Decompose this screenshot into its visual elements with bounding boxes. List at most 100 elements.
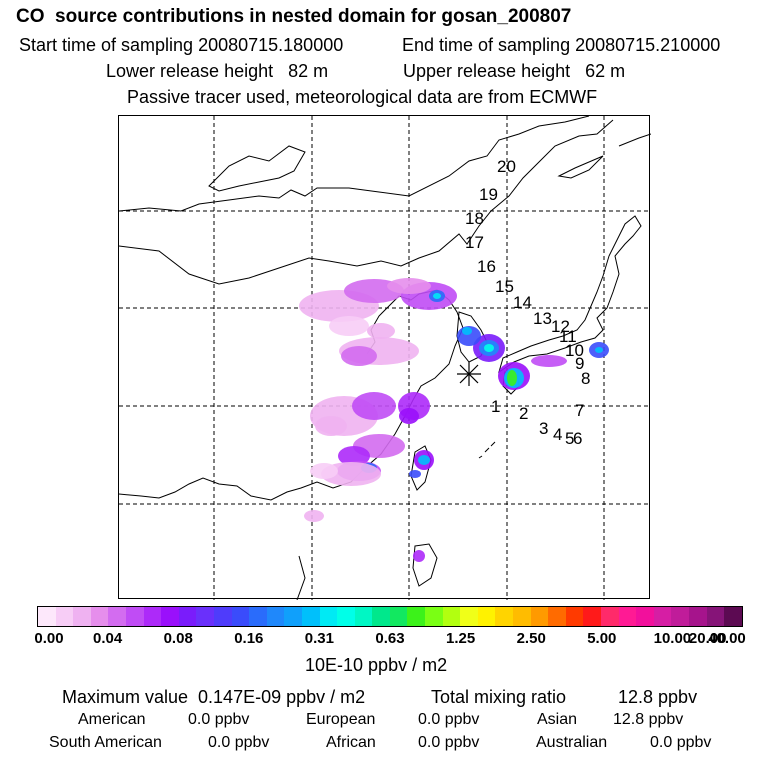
concentration-patch xyxy=(304,510,324,522)
trajectory-label: 14 xyxy=(513,293,532,312)
region-african-label: African xyxy=(326,734,376,751)
concentration-patch xyxy=(595,347,603,353)
region-asian-value: 12.8 ppbv xyxy=(613,711,684,728)
concentration-patch xyxy=(462,327,472,335)
colorbar-cell xyxy=(636,607,654,626)
trajectory-label: 2 xyxy=(519,404,528,423)
colorbar-tick-label: 0.31 xyxy=(304,630,334,647)
trajectory-label: 5 xyxy=(565,429,574,448)
concentration-patch xyxy=(329,316,369,336)
colorbar-cell xyxy=(90,607,109,626)
colorbar-cell xyxy=(724,607,742,626)
trajectory-label: 12 xyxy=(551,317,570,336)
colorbar-cell xyxy=(618,607,637,626)
colorbar-cell xyxy=(389,607,408,626)
colorbar-cell xyxy=(301,607,320,626)
region-african-value: 0.0 ppbv xyxy=(418,734,480,751)
trajectory-label: 6 xyxy=(573,429,582,448)
total-mixing-ratio-label: Total mixing ratio xyxy=(431,687,567,707)
colorbar-cell xyxy=(319,607,338,626)
maximum-value-label: Maximum value 0.147E-09 ppbv / m2 xyxy=(62,687,366,707)
trajectory-label: 7 xyxy=(575,401,584,420)
colorbar-cell xyxy=(266,607,285,626)
colorbar-cell xyxy=(108,607,126,626)
lower-release-label: Lower release height 82 m xyxy=(106,61,329,81)
colorbar-cell xyxy=(565,607,584,626)
trajectory-label: 4 xyxy=(553,425,562,444)
region-european-value: 0.0 ppbv xyxy=(418,711,480,728)
colorbar-cell xyxy=(284,607,302,626)
colorbar-cell xyxy=(495,607,514,626)
colorbar-cell xyxy=(706,607,725,626)
colorbar-cell xyxy=(161,607,179,626)
colorbar-cell xyxy=(653,607,672,626)
region-american-value: 0.0 ppbv xyxy=(188,711,250,728)
colorbar-cell xyxy=(477,607,496,626)
colorbar-cell xyxy=(530,607,549,626)
region-european-label: European xyxy=(306,711,376,728)
trajectory-label: 17 xyxy=(465,233,484,252)
colorbar-cell xyxy=(513,607,531,626)
concentration-patch xyxy=(352,392,396,420)
colorbar-tick-label: 0.08 xyxy=(163,630,193,647)
map-panel: 1 2 3 4 5 6 7 8 9 10 11 12 13 14 15 16 17 18 19 20 xyxy=(118,115,651,600)
region-australian-value: 0.0 ppbv xyxy=(650,734,712,751)
concentration-patch xyxy=(433,293,441,299)
colorbar-cell xyxy=(38,607,56,626)
colorbar-cell xyxy=(231,607,250,626)
colorbar-cell xyxy=(196,607,214,626)
concentration-patch xyxy=(367,323,395,339)
receptor-asterisk xyxy=(457,362,481,386)
colorbar-cell xyxy=(372,607,390,626)
trajectory-label: 13 xyxy=(533,309,552,328)
colorbar-cell xyxy=(460,607,478,626)
concentration-patch xyxy=(341,346,377,366)
chart-title: CO source contributions in nested domain… xyxy=(16,6,572,27)
colorbar-tick-label: 0.63 xyxy=(375,630,405,647)
upper-release-label: Upper release height 62 m xyxy=(403,61,626,81)
colorbar-cell xyxy=(143,607,162,626)
end-time-label: End time of sampling 20080715.210000 xyxy=(402,35,721,55)
colorbar-cell xyxy=(548,607,566,626)
concentration-patch xyxy=(507,370,517,386)
region-south-american-label: South American xyxy=(49,734,162,751)
colorbar-cell xyxy=(688,607,707,626)
concentration-patch xyxy=(387,278,431,294)
trajectory-label: 9 xyxy=(575,354,584,373)
concentration-patch xyxy=(413,550,425,562)
colorbar-tick-label: 5.00 xyxy=(587,630,617,647)
trajectory-label: 19 xyxy=(479,185,498,204)
colorbar-cell xyxy=(601,607,619,626)
trajectory-label: 3 xyxy=(539,419,548,438)
region-australian-label: Australian xyxy=(536,734,608,751)
colorbar-tick-label: 0.16 xyxy=(234,630,264,647)
region-american-label: American xyxy=(78,711,146,728)
colorbar-tick-label: 1.25 xyxy=(445,630,476,647)
colorbar-tick-label: 20.00 xyxy=(688,630,727,647)
total-mixing-ratio-value: 12.8 ppbv xyxy=(618,687,698,707)
colorbar-cell xyxy=(125,607,144,626)
colorbar-cell xyxy=(73,607,91,626)
colorbar xyxy=(37,606,743,627)
concentration-patch xyxy=(310,463,338,479)
trajectory-label: 16 xyxy=(477,257,496,276)
concentration-patch xyxy=(418,455,430,465)
colorbar-tick-label: 10.00 xyxy=(653,630,692,647)
tracer-info-label: Passive tracer used, meteorological data… xyxy=(127,87,598,107)
concentration-patch xyxy=(315,416,347,436)
concentration-patch xyxy=(484,344,494,352)
colorbar-cell xyxy=(407,607,426,626)
colorbar-cell xyxy=(337,607,355,626)
trajectory-label: 10 xyxy=(565,341,584,360)
colorbar-tick-label: 2.50 xyxy=(516,630,546,647)
colorbar-tick-label: 0.00 xyxy=(34,630,64,647)
trajectory-label: 20 xyxy=(497,157,516,176)
region-asian-label: Asian xyxy=(537,711,578,728)
colorbar-cell xyxy=(213,607,232,626)
colorbar-cell xyxy=(55,607,74,626)
colorbar-cell xyxy=(249,607,267,626)
trajectory-label: 8 xyxy=(581,369,590,388)
colorbar-cell xyxy=(354,607,373,626)
colorbar-cell xyxy=(178,607,197,626)
